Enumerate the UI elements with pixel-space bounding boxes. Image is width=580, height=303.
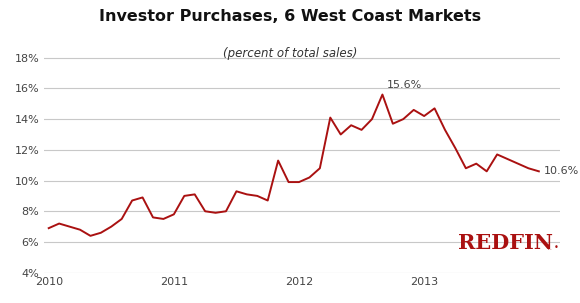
Text: Investor Purchases, 6 West Coast Markets: Investor Purchases, 6 West Coast Markets xyxy=(99,9,481,24)
Text: 15.6%: 15.6% xyxy=(387,80,422,90)
Text: Rᴇᴅᶠɪɴ: Rᴇᴅᶠɪɴ xyxy=(548,249,552,250)
Text: 10.6%: 10.6% xyxy=(544,166,579,176)
Text: •: • xyxy=(553,242,559,251)
Text: REDFIN: REDFIN xyxy=(458,233,553,253)
Text: (percent of total sales): (percent of total sales) xyxy=(223,47,357,60)
